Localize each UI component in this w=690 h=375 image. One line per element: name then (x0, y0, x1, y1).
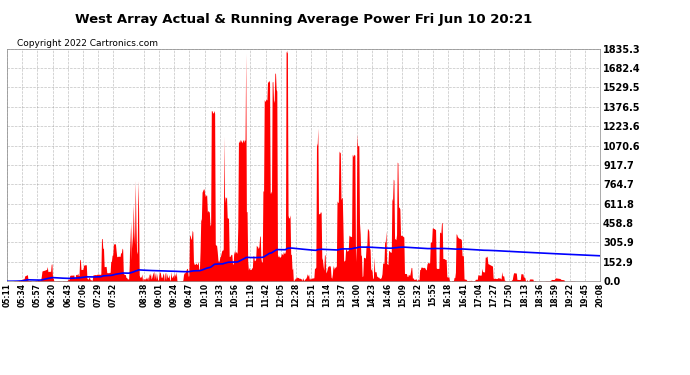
Text: Copyright 2022 Cartronics.com: Copyright 2022 Cartronics.com (17, 39, 158, 48)
Text: West Array Actual & Running Average Power Fri Jun 10 20:21: West Array Actual & Running Average Powe… (75, 13, 532, 26)
